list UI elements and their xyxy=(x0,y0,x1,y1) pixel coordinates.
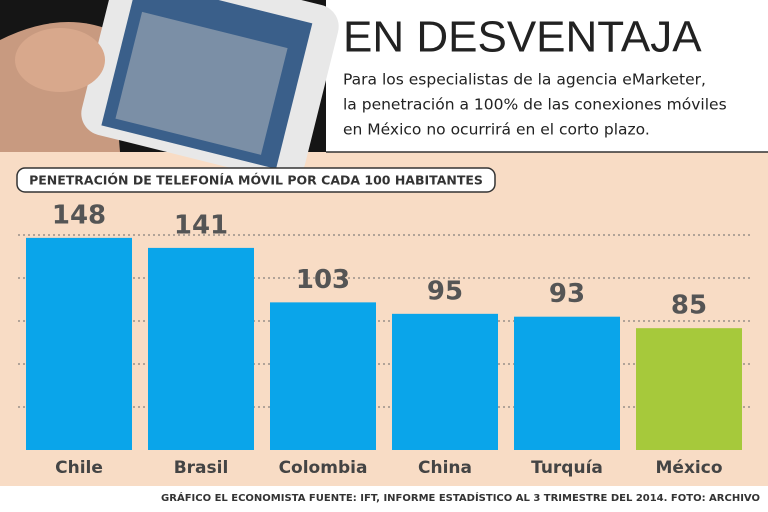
x-tick-label: Colombia xyxy=(279,458,368,478)
bar xyxy=(270,302,376,450)
bar xyxy=(636,328,742,450)
value-label: 95 xyxy=(427,276,463,306)
bar xyxy=(514,316,620,450)
source: GRÁFICO EL ECONOMISTA FUENTE: IFT, INFOR… xyxy=(161,491,760,504)
bar xyxy=(392,313,498,450)
title: EN DESVENTAJA xyxy=(343,13,702,62)
subtitle-line: la penetración a 100% de las conexiones … xyxy=(343,96,727,114)
x-tick-label: China xyxy=(418,458,472,478)
bar xyxy=(26,237,132,450)
subtitle-line: Para los especialistas de la agencia eMa… xyxy=(343,71,706,89)
x-tick-label: México xyxy=(656,458,723,478)
chart-title: PENETRACIÓN DE TELEFONÍA MÓVIL POR CADA … xyxy=(29,173,483,188)
x-tick-label: Turquía xyxy=(531,458,603,478)
chart-title-box xyxy=(16,167,496,193)
bar xyxy=(148,247,254,450)
subtitle-line: en México no ocurrirá en el corto plazo. xyxy=(343,121,650,139)
value-label: 148 xyxy=(52,200,106,230)
x-tick-label: Brasil xyxy=(174,458,229,478)
value-label: 103 xyxy=(296,265,350,295)
photo xyxy=(0,0,339,181)
value-label: 85 xyxy=(671,291,707,321)
value-label: 141 xyxy=(174,210,228,240)
value-label: 93 xyxy=(549,279,585,309)
x-tick-label: Chile xyxy=(55,458,103,478)
footer-background xyxy=(0,486,768,512)
